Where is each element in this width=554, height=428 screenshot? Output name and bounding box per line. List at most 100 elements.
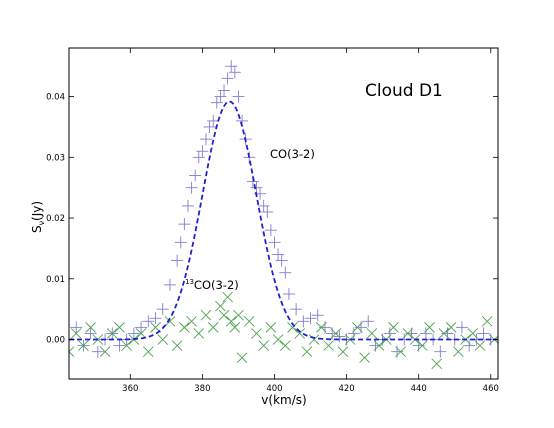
data-point-13co — [445, 322, 457, 333]
data-point-co — [181, 199, 194, 212]
marker-stroke — [251, 328, 262, 339]
data-point-co — [455, 321, 468, 334]
data-point-13co — [294, 328, 306, 339]
data-point-co — [264, 224, 277, 237]
data-point-13co — [78, 340, 89, 351]
data-point-13co — [135, 328, 147, 339]
y-tick-label: 0.01 — [46, 275, 65, 285]
marker-stroke — [388, 322, 399, 333]
data-point-co — [207, 114, 220, 127]
data-point-13co — [222, 291, 233, 303]
data-point-13co — [218, 309, 230, 321]
data-point-13co — [416, 340, 428, 351]
data-point-co — [178, 218, 191, 231]
marker-stroke — [453, 346, 464, 357]
data-point-co — [257, 199, 270, 212]
annotation-cloud-title: Cloud D1 — [365, 81, 443, 101]
data-point-13co — [424, 322, 435, 333]
y-tick-label: 0.03 — [46, 153, 65, 163]
data-point-13co — [301, 346, 313, 357]
marker-stroke — [236, 352, 248, 364]
data-point-13co — [330, 328, 342, 339]
marker-stroke — [229, 322, 241, 333]
data-point-13co — [366, 328, 378, 339]
marker-stroke — [200, 309, 212, 321]
data-point-co — [232, 90, 245, 103]
data-point-co — [70, 321, 83, 334]
data-point-13co — [236, 352, 248, 364]
data-point-co — [304, 312, 317, 325]
data-point-13co — [106, 328, 118, 339]
data-point-13co — [179, 322, 190, 333]
x-tick-label: 380 — [194, 384, 210, 394]
data-point-co — [221, 72, 234, 85]
marker-stroke — [467, 328, 479, 339]
marker-stroke — [330, 328, 342, 339]
x-tick-label: 360 — [122, 384, 138, 394]
data-point-co — [203, 120, 216, 133]
data-point-13co — [373, 340, 385, 351]
data-point-co — [149, 312, 162, 325]
marker-stroke — [402, 328, 414, 339]
data-point-13co — [316, 322, 327, 333]
data-point-13co — [157, 334, 169, 345]
data-point-13co — [121, 340, 132, 351]
data-point-13co — [395, 346, 406, 357]
data-point-13co — [359, 352, 370, 364]
marker-stroke — [243, 315, 255, 327]
marker-stroke — [70, 328, 82, 339]
marker-stroke — [157, 334, 169, 345]
data-point-co — [210, 96, 223, 109]
annotation-co: CO(3-2) — [270, 147, 315, 161]
data-point-13co — [272, 334, 284, 345]
data-point-13co — [279, 340, 291, 351]
marker-stroke — [99, 346, 111, 357]
data-point-co — [84, 327, 97, 340]
data-point-13co — [467, 328, 479, 339]
marker-stroke — [85, 322, 96, 333]
data-point-co — [362, 315, 375, 328]
marker-stroke — [424, 322, 435, 333]
data-point-13co — [215, 300, 226, 312]
marker-stroke — [359, 352, 370, 364]
data-point-co — [272, 248, 285, 261]
marker-stroke — [186, 315, 197, 327]
data-point-co — [228, 66, 241, 79]
marker-stroke — [233, 309, 244, 321]
marker-stroke — [272, 334, 284, 345]
data-point-co — [268, 236, 281, 249]
data-point-co — [142, 315, 155, 328]
data-point-13co — [337, 346, 349, 357]
marker-stroke — [301, 346, 313, 357]
marker-stroke — [218, 309, 230, 321]
data-point-co — [218, 84, 231, 97]
data-point-13co — [171, 340, 183, 351]
data-point-13co — [251, 328, 262, 339]
marker-stroke — [481, 315, 493, 327]
marker-stroke — [121, 340, 132, 351]
axes-frame — [68, 47, 499, 380]
annotation-13co-label: CO(3-2) — [194, 278, 239, 292]
annotation-13co: 13CO(3-2) — [185, 278, 239, 292]
data-point-co — [127, 327, 140, 340]
marker-stroke — [69, 346, 75, 353]
axes — [68, 47, 499, 380]
marker-stroke — [431, 358, 443, 370]
marker-stroke — [279, 340, 291, 351]
data-point-13co — [200, 309, 212, 321]
data-point-13co — [69, 346, 75, 357]
marker-stroke — [106, 328, 118, 339]
data-point-co — [463, 339, 476, 352]
data-point-co — [163, 278, 176, 291]
data-point-13co — [431, 358, 443, 370]
data-point-13co — [474, 340, 486, 351]
marker-stroke — [222, 291, 233, 303]
data-point-13co — [142, 346, 154, 357]
data-point-13co — [352, 322, 363, 333]
marker-stroke — [164, 315, 176, 327]
marker-stroke — [225, 315, 237, 327]
data-point-13co — [402, 328, 414, 339]
marker-stroke — [287, 322, 298, 333]
data-point-co — [290, 303, 303, 316]
data-point-13co — [438, 328, 450, 339]
